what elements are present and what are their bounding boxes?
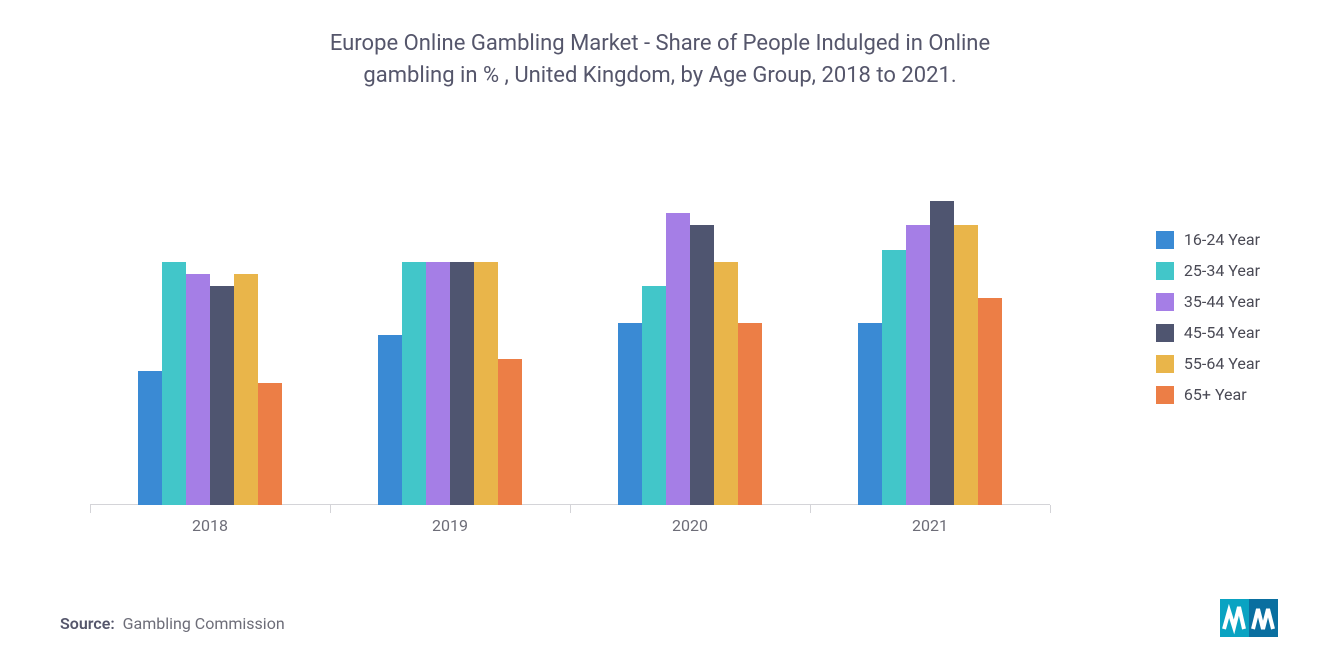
- legend-item: 16-24 Year: [1156, 230, 1260, 249]
- x-axis-label: 2021: [912, 516, 948, 535]
- bar: [210, 286, 234, 505]
- bar: [450, 262, 474, 505]
- bar: [138, 371, 162, 505]
- bar-group: [138, 262, 282, 505]
- chart-title: Europe Online Gambling Market - Share of…: [250, 0, 1070, 92]
- bar: [906, 225, 930, 505]
- bar: [162, 262, 186, 505]
- title-line-2: gambling in % , United Kingdom, by Age G…: [363, 63, 956, 88]
- bar: [690, 225, 714, 505]
- bar: [954, 225, 978, 505]
- bar: [642, 286, 666, 505]
- legend-swatch: [1156, 231, 1174, 249]
- bar: [186, 274, 210, 505]
- x-axis-label: 2019: [432, 516, 468, 535]
- legend-item: 55-64 Year: [1156, 354, 1260, 373]
- x-tick: [570, 505, 571, 513]
- legend-swatch: [1156, 262, 1174, 280]
- title-line-1: Europe Online Gambling Market - Share of…: [330, 31, 990, 56]
- bar: [258, 383, 282, 505]
- bar: [378, 335, 402, 505]
- brand-logo: [1220, 599, 1278, 637]
- legend-label: 25-34 Year: [1184, 261, 1260, 280]
- x-tick: [1050, 505, 1051, 513]
- x-tick: [810, 505, 811, 513]
- bar-groups: [90, 140, 1050, 505]
- legend-label: 45-54 Year: [1184, 323, 1260, 342]
- legend-label: 16-24 Year: [1184, 230, 1260, 249]
- bar: [474, 262, 498, 505]
- bar: [234, 274, 258, 505]
- bar-group: [618, 213, 762, 505]
- bar-group: [378, 262, 522, 505]
- legend-label: 55-64 Year: [1184, 354, 1260, 373]
- x-tick: [90, 505, 91, 513]
- bar-group: [858, 201, 1002, 505]
- legend-swatch: [1156, 324, 1174, 342]
- source-text: Gambling Commission: [123, 614, 285, 633]
- legend-swatch: [1156, 386, 1174, 404]
- bar: [618, 323, 642, 506]
- source-attribution: Source: Gambling Commission: [60, 614, 285, 633]
- legend-item: 45-54 Year: [1156, 323, 1260, 342]
- legend: 16-24 Year 25-34 Year 35-44 Year 45-54 Year…: [1156, 230, 1260, 416]
- bar: [666, 213, 690, 505]
- bar: [858, 323, 882, 506]
- bar: [426, 262, 450, 505]
- bar: [930, 201, 954, 505]
- legend-item: 25-34 Year: [1156, 261, 1260, 280]
- x-axis-label: 2020: [672, 516, 708, 535]
- source-prefix: Source:: [60, 614, 115, 633]
- legend-swatch: [1156, 293, 1174, 311]
- legend-label: 35-44 Year: [1184, 292, 1260, 311]
- bar: [882, 250, 906, 506]
- chart-plot: 2018 2019 2020 2021: [90, 140, 1050, 535]
- x-axis-label: 2018: [192, 516, 228, 535]
- bar: [714, 262, 738, 505]
- legend-label: 65+ Year: [1184, 385, 1247, 404]
- legend-item: 65+ Year: [1156, 385, 1260, 404]
- bar: [978, 298, 1002, 505]
- legend-swatch: [1156, 355, 1174, 373]
- bar: [498, 359, 522, 505]
- bar: [738, 323, 762, 506]
- bar: [402, 262, 426, 505]
- x-axis-labels: 2018 2019 2020 2021: [90, 516, 1050, 535]
- x-tick: [330, 505, 331, 513]
- legend-item: 35-44 Year: [1156, 292, 1260, 311]
